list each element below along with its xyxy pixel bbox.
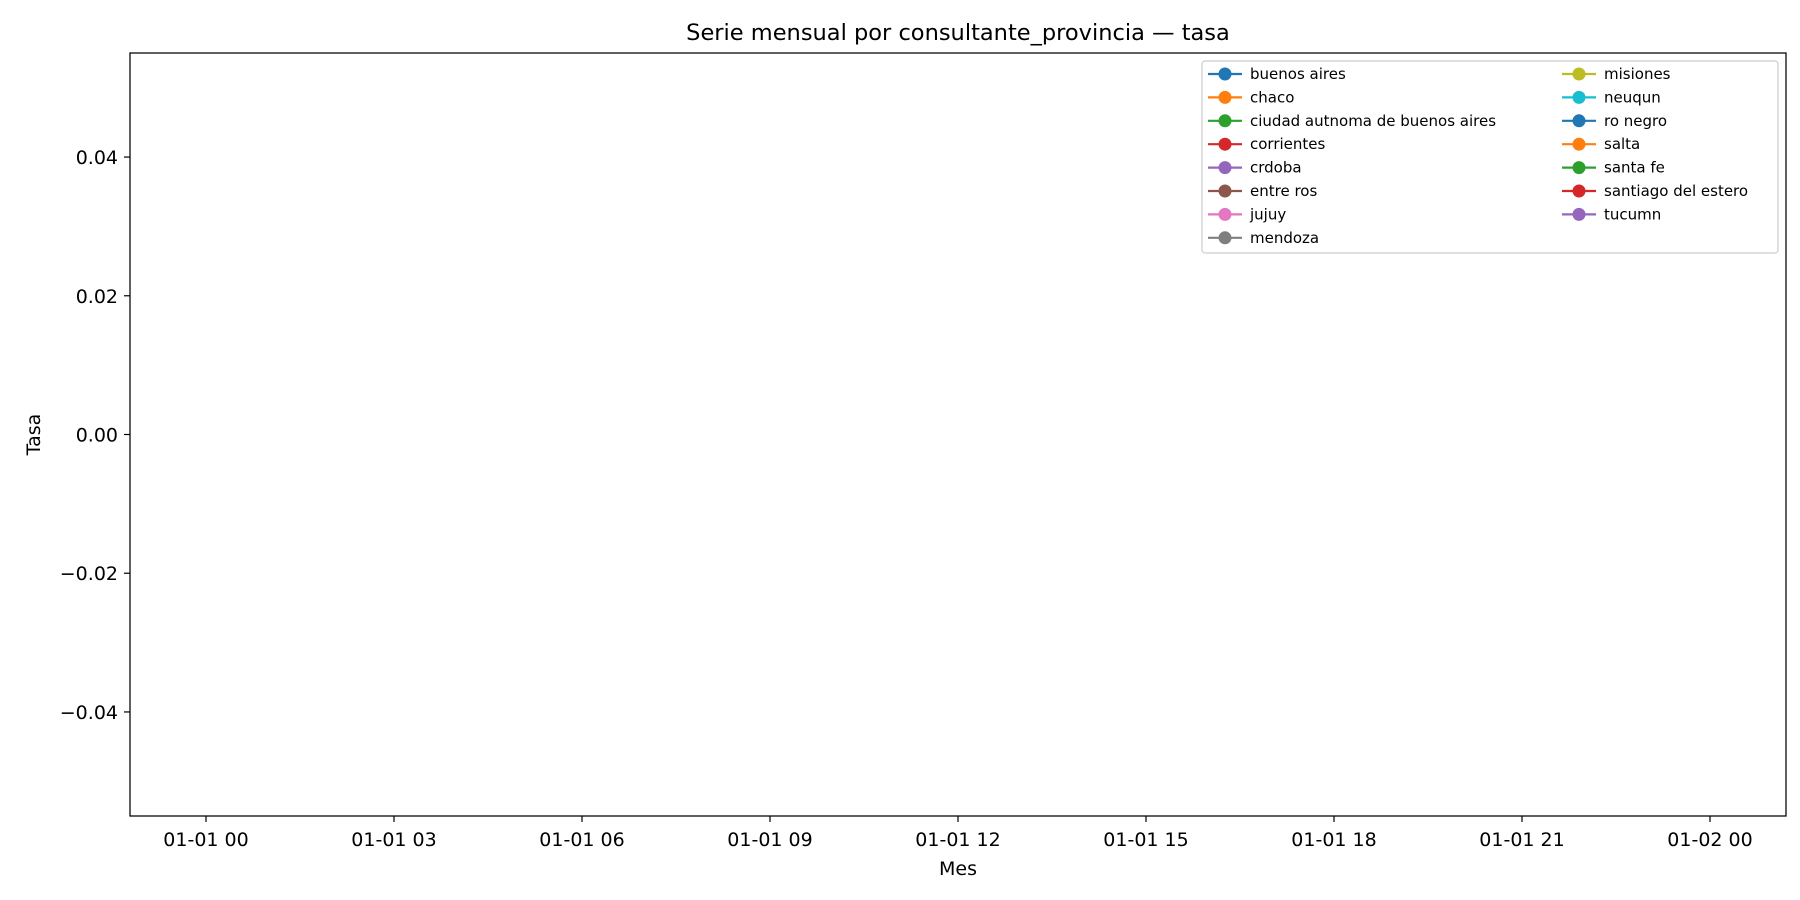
legend-label: ciudad autnoma de buenos aires: [1250, 112, 1496, 130]
legend-item: tucumn: [1562, 205, 1661, 223]
legend-marker-swatch: [1572, 137, 1586, 151]
legend-marker-swatch: [1218, 67, 1232, 81]
legend-label: santa fe: [1604, 159, 1665, 177]
legend: buenos aires chaco ciudad autnoma de bueno…: [1201, 60, 1779, 254]
legend-item: ro negro: [1562, 112, 1667, 130]
legend-label: ro negro: [1604, 112, 1667, 130]
y-tick-label: 0.00: [76, 425, 118, 447]
legend-label: salta: [1604, 135, 1640, 153]
legend-label: santiago del estero: [1604, 182, 1748, 200]
x-tick-label: 01-01 18: [1291, 829, 1376, 851]
legend-item: santa fe: [1562, 159, 1665, 177]
x-tick-label: 01-02 00: [1667, 829, 1752, 851]
x-tick-label: 01-01 03: [351, 829, 436, 851]
x-tick-label: 01-01 00: [163, 829, 248, 851]
legend-marker-swatch: [1572, 184, 1586, 198]
legend-marker-swatch: [1572, 67, 1586, 81]
legend-frame: [1201, 60, 1779, 254]
x-tick-label: 01-01 12: [915, 829, 1000, 851]
legend-marker-swatch: [1218, 207, 1232, 221]
legend-marker-swatch: [1572, 207, 1586, 221]
legend-label: crdoba: [1250, 159, 1302, 177]
legend-item: buenos aires: [1208, 65, 1346, 83]
legend-label: tucumn: [1604, 205, 1661, 223]
y-tick-label: −0.04: [60, 702, 118, 724]
legend-marker-swatch: [1572, 90, 1586, 104]
y-axis-label: Tasa: [23, 414, 45, 457]
x-tick-label: 01-01 09: [727, 829, 812, 851]
legend-label: misiones: [1604, 65, 1671, 83]
y-tick-label: −0.02: [60, 563, 118, 585]
legend-item: entre ros: [1208, 182, 1317, 200]
chart-title: Serie mensual por consultante_provincia …: [686, 20, 1230, 46]
legend-marker-swatch: [1218, 184, 1232, 198]
y-axis: −0.04 −0.02 0.00 0.02 0.04: [60, 147, 130, 724]
legend-item: santiago del estero: [1562, 182, 1748, 200]
legend-item: neuqun: [1562, 88, 1661, 106]
legend-item: ciudad autnoma de buenos aires: [1208, 112, 1496, 130]
x-axis-label: Mes: [939, 858, 977, 880]
y-tick-label: 0.02: [76, 286, 118, 308]
legend-label: buenos aires: [1250, 65, 1346, 83]
legend-label: jujuy: [1249, 205, 1286, 223]
legend-label: chaco: [1250, 88, 1294, 106]
legend-item: corrientes: [1208, 135, 1326, 153]
legend-label: mendoza: [1250, 229, 1319, 247]
legend-label: neuqun: [1604, 88, 1661, 106]
legend-marker-swatch: [1218, 137, 1232, 151]
legend-marker-swatch: [1218, 114, 1232, 128]
x-tick-label: 01-01 21: [1479, 829, 1564, 851]
legend-label: corrientes: [1250, 135, 1326, 153]
legend-item: mendoza: [1208, 229, 1319, 247]
y-tick-label: 0.04: [76, 147, 118, 169]
legend-item: crdoba: [1208, 159, 1302, 177]
x-tick-label: 01-01 15: [1103, 829, 1188, 851]
legend-item: chaco: [1208, 88, 1294, 106]
legend-item: misiones: [1562, 65, 1671, 83]
legend-item: salta: [1562, 135, 1640, 153]
legend-marker-swatch: [1218, 90, 1232, 104]
x-tick-label: 01-01 06: [539, 829, 624, 851]
legend-marker-swatch: [1572, 161, 1586, 175]
legend-label: entre ros: [1250, 182, 1317, 200]
legend-marker-swatch: [1572, 114, 1586, 128]
legend-marker-swatch: [1218, 231, 1232, 245]
legend-item: jujuy: [1208, 205, 1286, 223]
x-axis: 01-01 00 01-01 03 01-01 06 01-01 09 01-01 12…: [163, 816, 1753, 851]
legend-marker-swatch: [1218, 161, 1232, 175]
